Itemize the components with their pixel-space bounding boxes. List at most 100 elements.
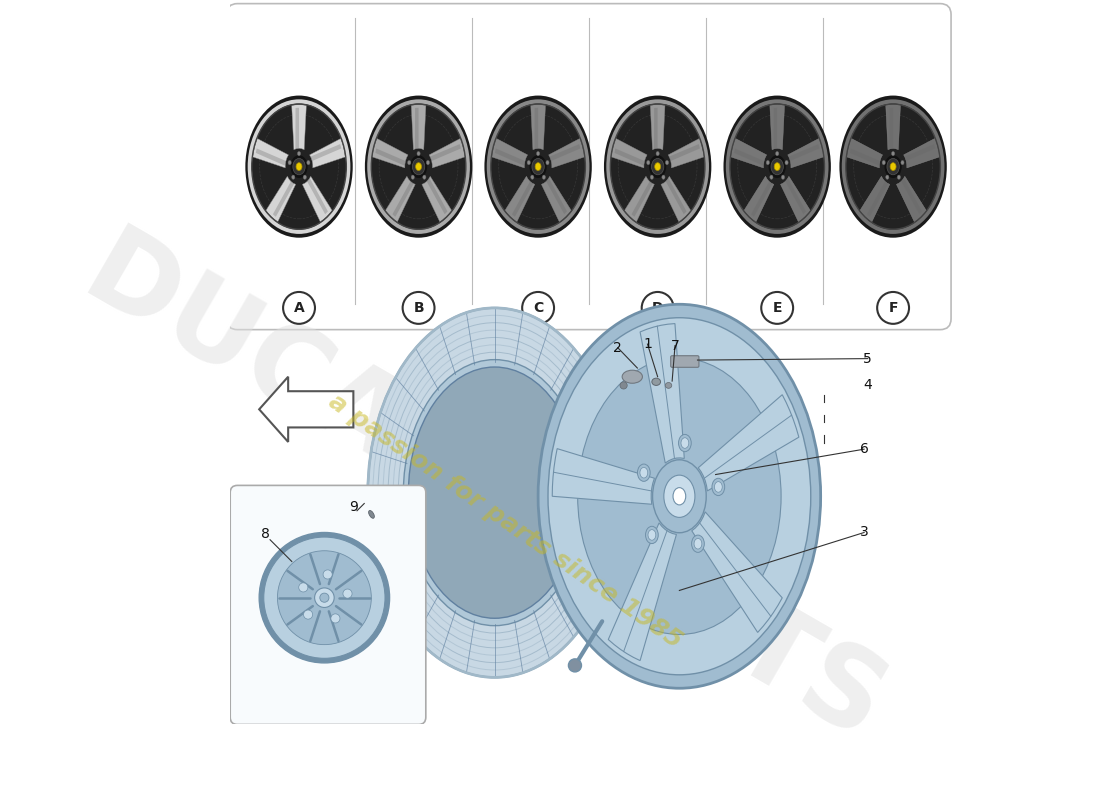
Ellipse shape	[886, 175, 889, 179]
Polygon shape	[552, 449, 654, 504]
Polygon shape	[850, 149, 880, 166]
Ellipse shape	[647, 161, 650, 165]
Ellipse shape	[714, 482, 723, 492]
Ellipse shape	[578, 358, 781, 634]
Polygon shape	[615, 149, 645, 166]
Ellipse shape	[770, 175, 773, 179]
Polygon shape	[788, 138, 824, 168]
Polygon shape	[625, 176, 654, 222]
Polygon shape	[535, 108, 538, 149]
Polygon shape	[901, 178, 922, 214]
Ellipse shape	[781, 175, 784, 179]
Polygon shape	[896, 176, 926, 222]
Ellipse shape	[542, 175, 546, 179]
Ellipse shape	[666, 161, 669, 165]
Text: 5: 5	[864, 352, 872, 366]
Polygon shape	[608, 523, 676, 661]
Circle shape	[641, 292, 673, 324]
Polygon shape	[385, 176, 415, 222]
Polygon shape	[847, 138, 882, 168]
Ellipse shape	[367, 308, 622, 678]
Polygon shape	[734, 149, 764, 166]
Ellipse shape	[844, 102, 943, 232]
Ellipse shape	[692, 535, 704, 552]
Ellipse shape	[884, 155, 902, 178]
Polygon shape	[372, 138, 408, 168]
Polygon shape	[430, 144, 461, 161]
FancyBboxPatch shape	[671, 356, 698, 367]
Polygon shape	[307, 178, 328, 214]
Ellipse shape	[417, 151, 420, 156]
Polygon shape	[631, 182, 652, 217]
Polygon shape	[661, 176, 691, 222]
Ellipse shape	[891, 151, 894, 156]
Polygon shape	[886, 105, 901, 150]
Ellipse shape	[654, 162, 661, 170]
Circle shape	[277, 550, 372, 645]
Text: DUCATOPARTS: DUCATOPARTS	[65, 220, 902, 766]
Polygon shape	[781, 176, 811, 222]
Text: 9: 9	[349, 500, 358, 514]
Ellipse shape	[648, 530, 656, 540]
Text: 7: 7	[671, 338, 680, 353]
Circle shape	[323, 570, 332, 579]
Polygon shape	[296, 108, 299, 149]
Polygon shape	[640, 323, 684, 463]
Ellipse shape	[656, 151, 659, 156]
Circle shape	[283, 292, 315, 324]
Polygon shape	[292, 105, 307, 150]
Polygon shape	[393, 182, 414, 217]
Ellipse shape	[785, 161, 789, 165]
Polygon shape	[867, 182, 888, 217]
Polygon shape	[411, 105, 426, 150]
Ellipse shape	[427, 161, 429, 165]
Circle shape	[264, 537, 385, 658]
Text: 6: 6	[860, 442, 869, 456]
Ellipse shape	[649, 155, 667, 178]
Ellipse shape	[546, 161, 549, 165]
Ellipse shape	[529, 155, 547, 178]
Polygon shape	[744, 176, 773, 222]
Ellipse shape	[681, 438, 689, 448]
Ellipse shape	[663, 475, 695, 518]
Polygon shape	[654, 108, 658, 149]
Ellipse shape	[538, 304, 821, 688]
Ellipse shape	[673, 488, 685, 505]
Ellipse shape	[651, 158, 663, 174]
Circle shape	[877, 292, 909, 324]
Circle shape	[343, 589, 352, 598]
Ellipse shape	[527, 161, 530, 165]
Ellipse shape	[304, 175, 307, 179]
Polygon shape	[260, 377, 353, 442]
Polygon shape	[751, 182, 772, 217]
Text: A: A	[294, 301, 305, 315]
Text: 2: 2	[614, 341, 623, 354]
Ellipse shape	[292, 175, 295, 179]
Polygon shape	[427, 178, 448, 214]
Ellipse shape	[408, 161, 410, 165]
Ellipse shape	[412, 158, 425, 174]
Ellipse shape	[767, 161, 769, 165]
Ellipse shape	[898, 175, 901, 179]
Polygon shape	[789, 144, 820, 161]
Ellipse shape	[901, 161, 904, 165]
Ellipse shape	[296, 162, 303, 170]
Circle shape	[761, 292, 793, 324]
Ellipse shape	[288, 161, 292, 165]
Ellipse shape	[404, 360, 586, 626]
Polygon shape	[256, 149, 286, 166]
Text: D: D	[652, 301, 663, 315]
Ellipse shape	[679, 434, 691, 452]
Ellipse shape	[416, 162, 421, 170]
FancyBboxPatch shape	[227, 4, 952, 330]
Polygon shape	[668, 138, 704, 168]
Ellipse shape	[604, 95, 712, 238]
Polygon shape	[547, 178, 567, 214]
Text: a passion for parts since 1985: a passion for parts since 1985	[324, 390, 686, 654]
Text: F: F	[889, 301, 898, 315]
Polygon shape	[669, 144, 700, 161]
Ellipse shape	[638, 464, 650, 482]
Ellipse shape	[712, 478, 725, 495]
Polygon shape	[650, 105, 666, 150]
Ellipse shape	[368, 510, 374, 518]
